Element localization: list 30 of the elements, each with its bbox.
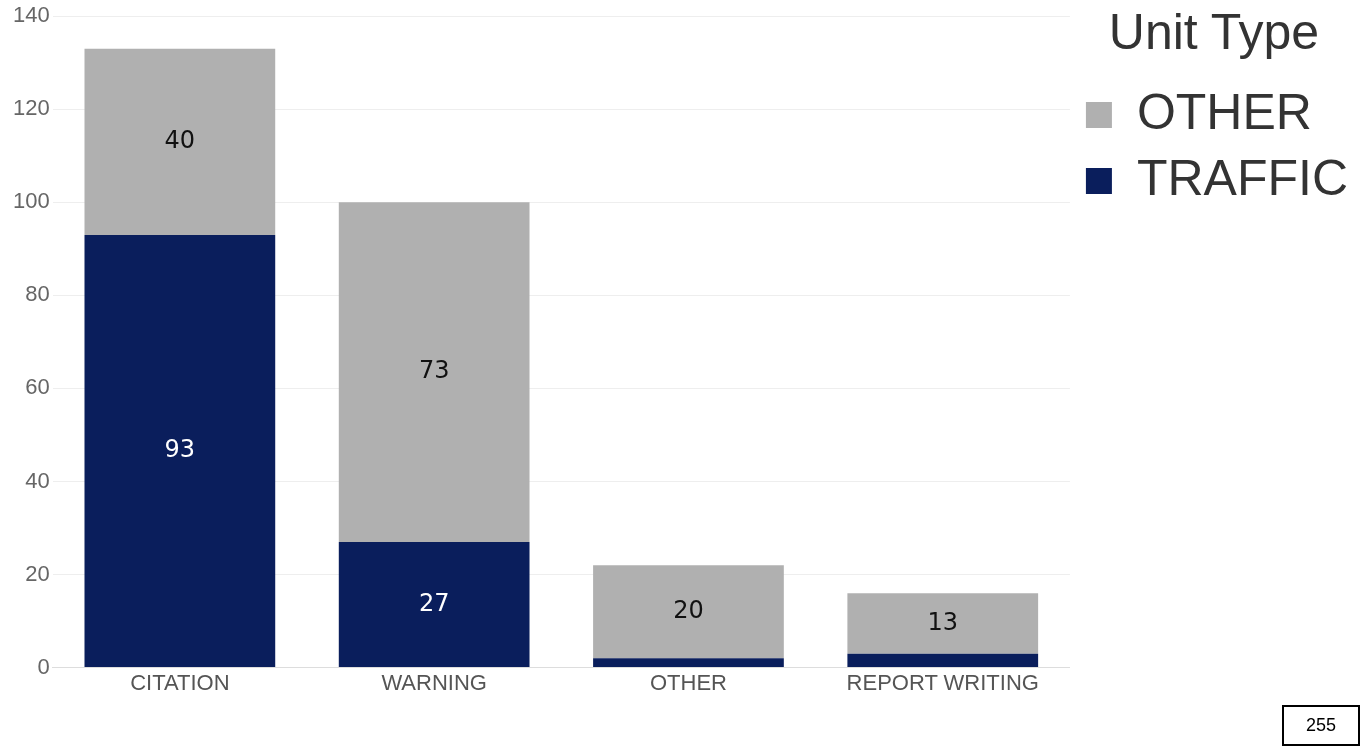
legend-label: TRAFFIC <box>1136 149 1349 206</box>
bar <box>84 48 276 235</box>
bar <box>84 234 276 668</box>
x-tick-label: OTHER <box>649 669 727 695</box>
text: 255 <box>1281 705 1360 746</box>
y-tick-label: 20 <box>25 560 50 586</box>
data-label: 73 <box>418 356 450 385</box>
y-tick-label: 80 <box>25 281 50 307</box>
x-tick-label: REPORT WRITING <box>846 669 1039 695</box>
bar <box>338 541 530 668</box>
x-tick-label: CITATION <box>130 669 230 695</box>
x-tick-label: WARNING <box>381 669 487 695</box>
legend-title: Unit Type <box>1108 3 1320 60</box>
bar <box>593 658 784 668</box>
data-label: 13 <box>927 607 959 636</box>
data-label: 40 <box>164 126 196 155</box>
bar <box>338 202 530 542</box>
legend-label: OTHER <box>1136 83 1312 140</box>
data-label: 27 <box>418 588 450 617</box>
y-tick-label: 140 <box>12 2 50 28</box>
y-tick-label: 100 <box>12 188 50 214</box>
y-tick-label: 40 <box>25 467 50 493</box>
data-label: 93 <box>164 435 196 464</box>
bar <box>847 593 1039 654</box>
bar <box>847 653 1039 668</box>
y-tick-label: 120 <box>12 95 50 121</box>
bar <box>593 565 784 659</box>
y-tick-label: 60 <box>25 374 50 400</box>
data-label: 20 <box>673 596 704 624</box>
y-tick-label: 0 <box>37 653 50 679</box>
